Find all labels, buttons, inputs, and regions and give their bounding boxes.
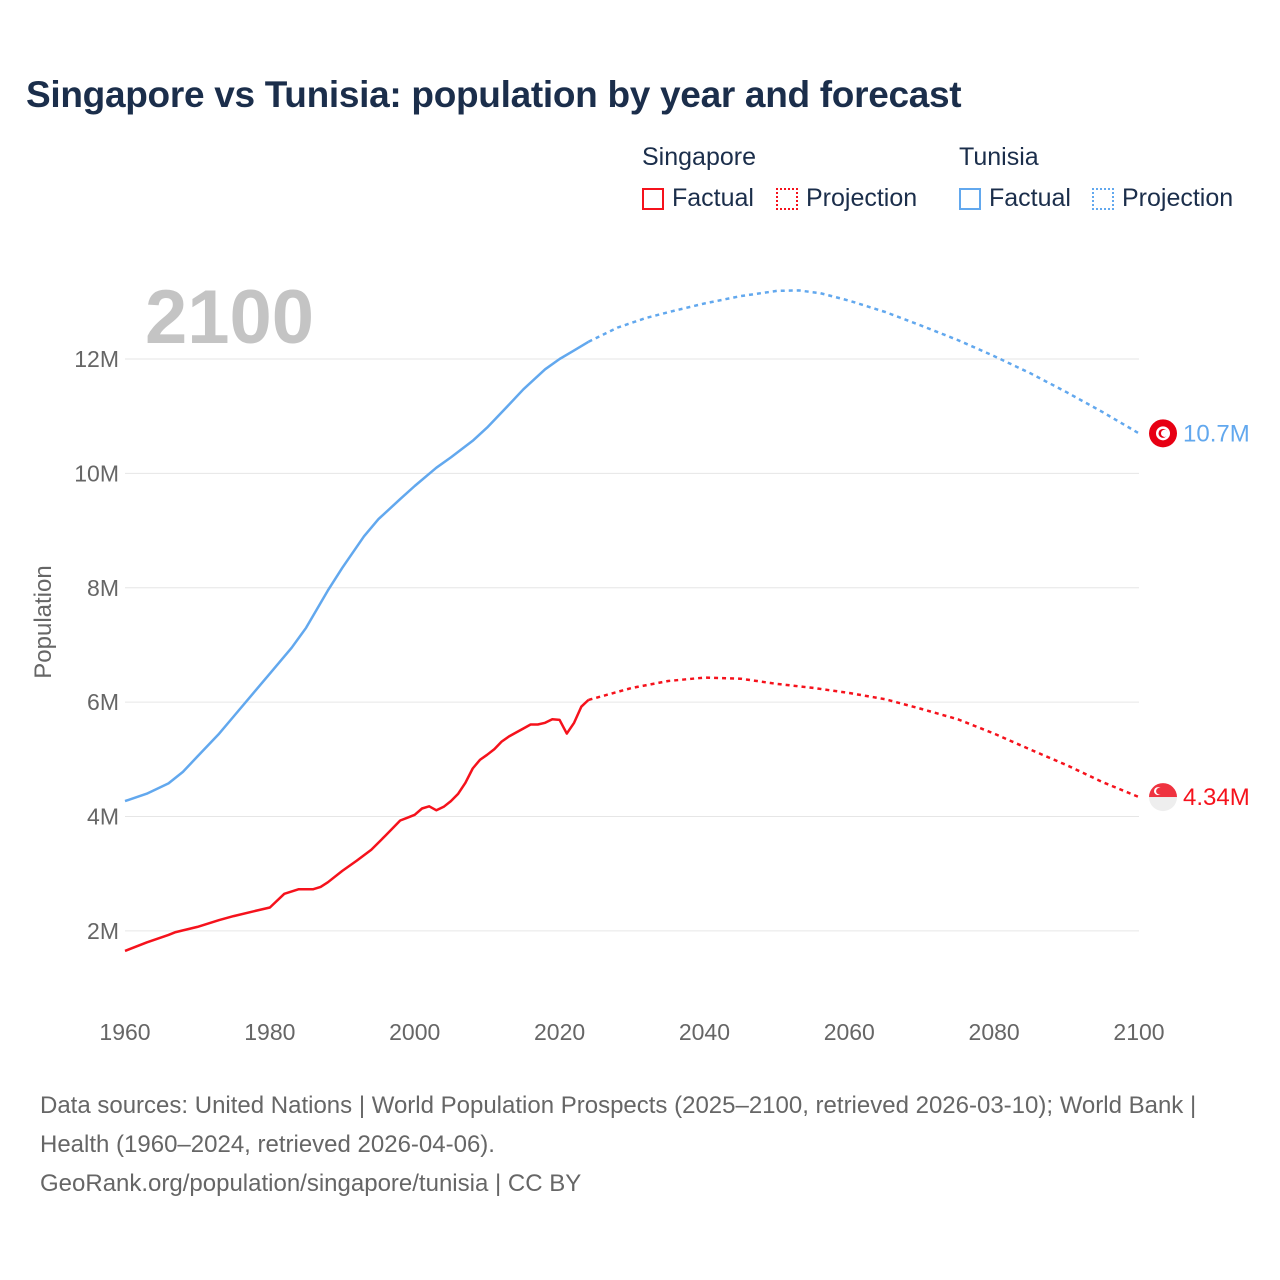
y-tick-label: 10M xyxy=(74,460,119,486)
y-tick-label: 6M xyxy=(87,689,119,715)
y-tick-label: 2M xyxy=(87,918,119,944)
legend-swatch-dotted xyxy=(776,187,798,210)
x-tick-label: 1980 xyxy=(244,1019,295,1045)
x-tick-label: 2060 xyxy=(824,1019,875,1045)
legend-singapore-projection[interactable]: Projection xyxy=(776,184,917,213)
singapore-end-label: 4.34M xyxy=(1183,784,1250,811)
y-tick-label: 8M xyxy=(87,575,119,601)
x-tick-label: 2080 xyxy=(969,1019,1020,1045)
tunisia-flag-icon xyxy=(1149,419,1177,448)
x-tick-label: 2020 xyxy=(534,1019,585,1045)
legend-swatch-solid xyxy=(642,187,664,210)
x-tick-label: 2000 xyxy=(389,1019,440,1045)
singapore-projection-line xyxy=(588,676,1140,799)
x-tick-label: 2040 xyxy=(679,1019,730,1045)
legend-tunisia-factual[interactable]: Factual xyxy=(959,184,1071,213)
year-label: 2100 xyxy=(145,275,314,360)
y-tick-label: 4M xyxy=(87,804,119,830)
y-axis-label: Population xyxy=(30,565,57,678)
chart-title: Singapore vs Tunisia: population by year… xyxy=(26,74,962,115)
singapore-factual-line xyxy=(124,698,590,953)
flag-white-half xyxy=(1149,797,1178,812)
flag-crescent-cut xyxy=(1156,787,1163,795)
y-tick-label: 12M xyxy=(74,346,119,372)
legend-group-tunisia: Tunisia xyxy=(959,143,1039,171)
data-sources: Data sources: United Nations | World Pop… xyxy=(40,1092,1197,1158)
legend-label: Factual xyxy=(989,184,1071,212)
tunisia-projection-line xyxy=(587,289,1140,435)
singapore-flag-icon xyxy=(1149,783,1178,812)
legend-label: Factual xyxy=(672,184,754,212)
legend-swatch-solid xyxy=(959,187,981,210)
source-link[interactable]: GeoRank.org/population/singapore/tunisia… xyxy=(40,1170,582,1197)
legend-label: Projection xyxy=(1122,184,1234,212)
tunisia-factual-line xyxy=(124,340,590,803)
legend-swatch-dotted xyxy=(1092,187,1114,210)
legend-label: Projection xyxy=(806,184,918,212)
flag-red-half xyxy=(1149,783,1178,798)
legend-tunisia-projection[interactable]: Projection xyxy=(1092,184,1233,213)
x-tick-label: 1960 xyxy=(99,1019,150,1045)
x-tick-label: 2100 xyxy=(1113,1019,1164,1045)
legend-group-singapore: Singapore xyxy=(642,143,756,171)
footer: Data sources: United Nations | World Pop… xyxy=(40,1086,1240,1203)
legend-singapore-factual[interactable]: Factual xyxy=(642,184,754,213)
tunisia-end-label: 10.7M xyxy=(1183,420,1250,447)
flag-crescent-cut xyxy=(1161,429,1169,437)
